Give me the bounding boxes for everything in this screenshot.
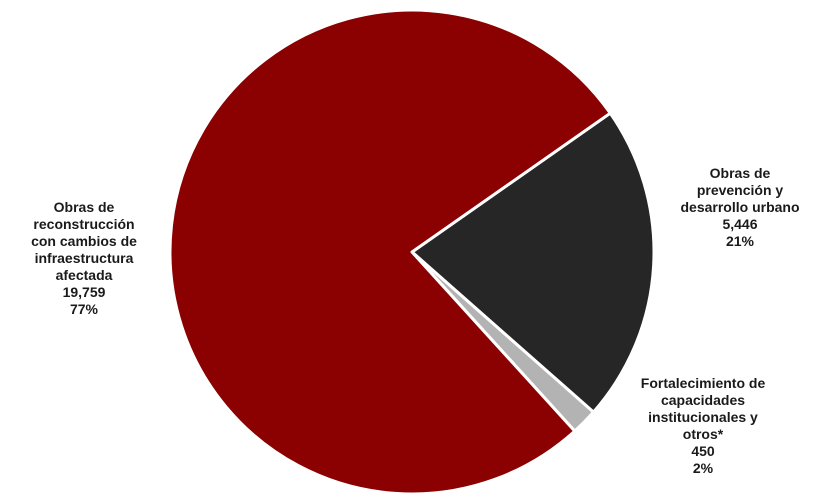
label-line: capacidades (660, 392, 746, 408)
label-line: Obras de (53, 199, 115, 215)
label-obras-de-reconstruccion: Obras de reconstrucción con cambios de i… (4, 199, 164, 318)
label-line: infraestructura (34, 250, 134, 266)
slice-obras-de-prevencion (410, 111, 656, 414)
label-obras-de-prevencion: Obras de prevención y desarrollo urbano … (660, 165, 820, 250)
value-label: 5,446 (722, 216, 758, 232)
slice-obras-de-reconstruccion (168, 8, 612, 496)
label-line: desarrollo urbano (680, 199, 800, 215)
label-line: con cambios de (31, 233, 137, 249)
label-line: reconstrucción (33, 216, 135, 232)
percent-label: 77% (69, 301, 99, 317)
label-line: afectada (55, 267, 113, 283)
label-line: otros* (682, 426, 724, 442)
percent-label: 21% (725, 233, 755, 249)
label-fortalecimiento-de-capacidades: Fortalecimiento de capacidades instituci… (618, 375, 788, 477)
label-line: institucionales y (648, 409, 758, 425)
value-label: 450 (691, 443, 715, 459)
label-line: prevención y (696, 182, 784, 198)
value-label: 19,759 (62, 284, 106, 300)
label-line: Fortalecimiento de (640, 375, 766, 391)
percent-label: 2% (692, 460, 714, 476)
label-line: Obras de (709, 165, 771, 181)
